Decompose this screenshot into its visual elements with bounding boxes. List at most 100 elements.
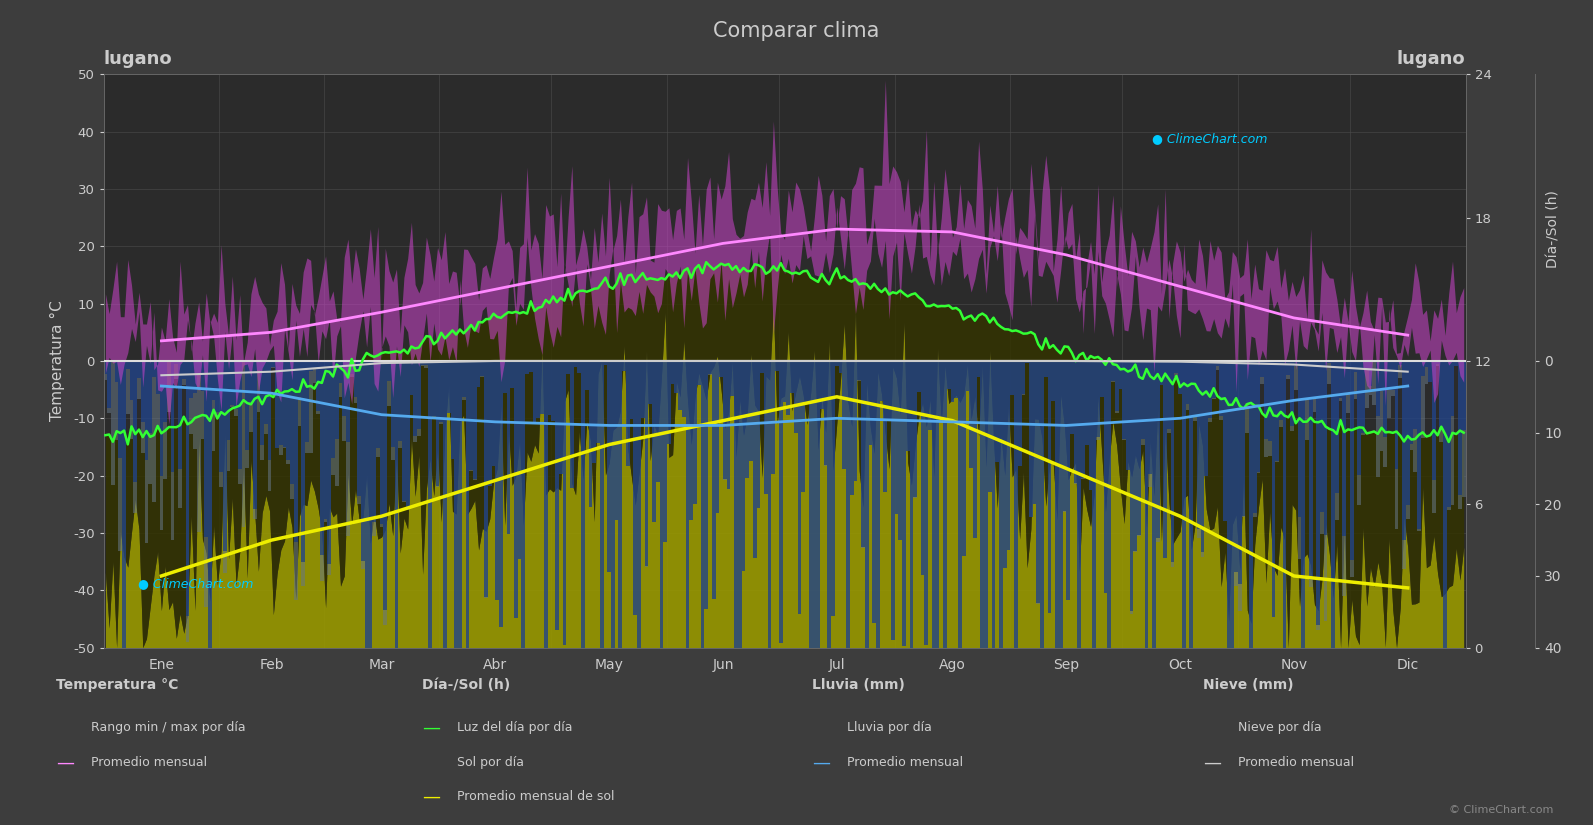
Bar: [1343, 361, 1346, 536]
Bar: [487, 361, 492, 486]
Bar: [1077, 361, 1082, 648]
Bar: [186, 361, 190, 615]
Bar: [293, 361, 298, 542]
Bar: [1118, 361, 1121, 389]
Bar: [637, 361, 640, 648]
Text: —: —: [1203, 753, 1220, 771]
Bar: [1349, 559, 1354, 577]
Bar: [793, 361, 798, 433]
Bar: [1421, 376, 1424, 438]
Bar: [107, 361, 112, 408]
Bar: [290, 361, 293, 483]
Bar: [593, 361, 596, 463]
Text: Abr: Abr: [483, 658, 508, 672]
Text: lugano: lugano: [1397, 50, 1466, 68]
Bar: [596, 361, 601, 443]
Bar: [287, 460, 290, 464]
Bar: [1316, 361, 1321, 625]
Bar: [1171, 562, 1174, 567]
Bar: [368, 648, 373, 676]
Bar: [253, 361, 256, 509]
Bar: [429, 648, 432, 651]
Bar: [1435, 364, 1440, 365]
Bar: [1149, 474, 1152, 487]
Bar: [417, 430, 421, 436]
Bar: [1305, 398, 1309, 440]
Bar: [1298, 361, 1301, 517]
Bar: [1321, 361, 1324, 512]
Bar: [350, 361, 354, 375]
Bar: [362, 361, 365, 561]
Bar: [1418, 529, 1421, 531]
Bar: [293, 542, 298, 600]
Bar: [429, 361, 432, 648]
Bar: [268, 460, 271, 492]
Bar: [601, 361, 604, 648]
Bar: [1096, 361, 1099, 437]
Bar: [999, 361, 1004, 648]
Bar: [401, 361, 406, 502]
Bar: [1380, 361, 1383, 391]
Bar: [645, 361, 648, 567]
Bar: [231, 361, 234, 405]
Bar: [749, 361, 753, 461]
Bar: [1055, 361, 1059, 648]
Text: Día-/Sol (h): Día-/Sol (h): [422, 678, 510, 692]
Bar: [1207, 418, 1212, 422]
Bar: [112, 361, 115, 485]
Bar: [342, 417, 346, 441]
Bar: [868, 361, 873, 445]
Text: Sol por día: Sol por día: [457, 756, 524, 769]
Bar: [1332, 361, 1335, 648]
Bar: [1007, 361, 1010, 550]
Bar: [1193, 415, 1196, 422]
Bar: [473, 361, 476, 479]
Bar: [704, 361, 707, 609]
Text: Comparar clima: Comparar clima: [714, 21, 879, 40]
Text: —: —: [422, 788, 440, 806]
Bar: [1443, 361, 1446, 648]
Bar: [1287, 375, 1290, 379]
Bar: [532, 361, 537, 422]
Bar: [212, 400, 215, 451]
Bar: [1446, 507, 1451, 510]
Bar: [1190, 648, 1193, 652]
Bar: [234, 408, 237, 416]
Bar: [515, 361, 518, 618]
Bar: [193, 394, 198, 450]
Bar: [551, 361, 554, 421]
Bar: [432, 361, 435, 416]
Bar: [910, 361, 913, 648]
Bar: [470, 361, 473, 470]
Bar: [368, 361, 373, 648]
Bar: [1301, 361, 1305, 648]
Bar: [1018, 361, 1021, 466]
Bar: [384, 610, 387, 625]
Text: Temperatura °C: Temperatura °C: [56, 678, 178, 692]
Bar: [652, 361, 656, 522]
Bar: [115, 361, 118, 382]
Bar: [1343, 536, 1346, 596]
Bar: [1160, 384, 1163, 385]
Bar: [521, 361, 526, 648]
Bar: [693, 361, 696, 504]
Bar: [459, 648, 462, 655]
Bar: [1104, 361, 1107, 592]
Bar: [290, 483, 293, 499]
Bar: [268, 361, 271, 460]
Bar: [957, 361, 962, 648]
Bar: [237, 361, 242, 469]
Bar: [1032, 361, 1037, 504]
Bar: [1368, 385, 1372, 395]
Bar: [1407, 361, 1410, 505]
Bar: [1357, 474, 1360, 505]
Bar: [812, 361, 816, 648]
Bar: [198, 375, 201, 532]
Bar: [734, 361, 738, 648]
Text: Promedio mensual: Promedio mensual: [847, 756, 964, 769]
Bar: [1462, 430, 1466, 497]
Bar: [1201, 552, 1204, 557]
Bar: [1294, 366, 1298, 390]
Bar: [245, 450, 249, 469]
Bar: [186, 615, 190, 642]
